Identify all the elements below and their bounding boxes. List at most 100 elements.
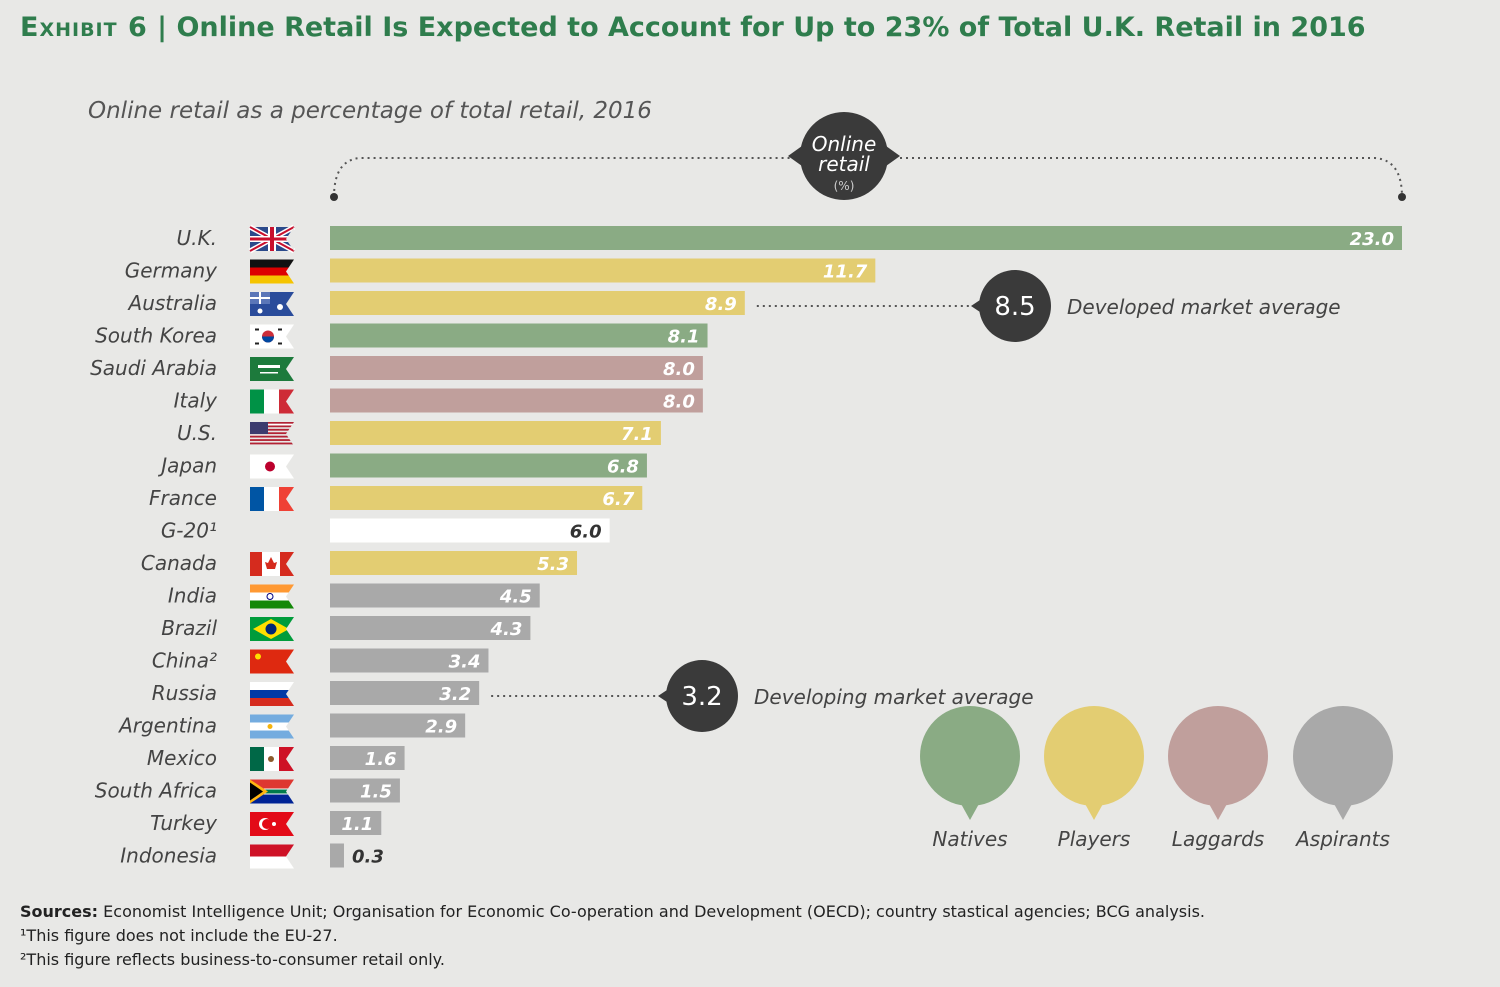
- category-label: South Korea: [95, 324, 217, 348]
- title-separator: |: [157, 12, 168, 43]
- average-label: Developed market average: [1067, 295, 1341, 319]
- legend-swatch: [1044, 706, 1144, 806]
- bar-row: Indonesia 0.3: [120, 843, 384, 869]
- category-label: India: [168, 584, 217, 608]
- category-label: U.K.: [177, 226, 217, 250]
- bar: [330, 681, 480, 705]
- bar: [330, 388, 703, 413]
- australia-flag-icon: [250, 292, 294, 316]
- legend-swatch: [1293, 706, 1393, 806]
- brazil-flag-icon: [250, 617, 294, 641]
- bar-row: U.K. 23.0: [177, 224, 1402, 254]
- category-label: Turkey: [150, 811, 218, 835]
- online-retail-badge: [800, 112, 888, 200]
- category-label: China²: [152, 649, 217, 673]
- bar-row: Italy 8.0: [174, 388, 703, 414]
- china-flag-icon: [250, 649, 294, 674]
- bar-row: G-20¹ 6.0: [161, 518, 610, 543]
- exhibit-title: Exhibit 6 | Online Retail Is Expected to…: [20, 12, 1366, 43]
- value-label: 6.0: [570, 522, 602, 543]
- india-flag-icon: [250, 584, 294, 609]
- bar-row: France 6.7: [149, 486, 643, 511]
- developing-average-callout: 3.2 Developing market average: [491, 660, 1034, 732]
- legend-label: Players: [1058, 827, 1131, 851]
- value-label: 5.3: [537, 554, 569, 575]
- bar: [330, 713, 466, 738]
- category-label: Brazil: [161, 616, 217, 640]
- bar-row: China² 3.4: [152, 648, 489, 674]
- online-retail-bracket: Online retail (%): [330, 112, 1406, 201]
- bar: [330, 356, 703, 380]
- category-label: Italy: [174, 389, 219, 413]
- category-label: Argentina: [117, 714, 217, 738]
- category-label: Russia: [152, 681, 217, 705]
- saudi-arabia-flag-icon: [250, 357, 294, 381]
- value-label: 11.7: [823, 262, 868, 283]
- germany-flag-icon: [250, 259, 294, 284]
- bar-row: Turkey 1.1: [150, 811, 382, 836]
- category-label: Germany: [125, 259, 218, 283]
- badge-line-1: Online: [812, 132, 877, 156]
- value-label: 3.2: [439, 684, 471, 705]
- russia-flag-icon: [250, 682, 294, 706]
- bar-chart: Online retail (%) U.K. 23.0 Germany 11.7 Aus…: [90, 112, 1406, 869]
- value-label: 0.3: [352, 847, 384, 868]
- bar: [330, 258, 876, 283]
- value-label: 8.1: [668, 327, 700, 348]
- value-label: 1.1: [341, 814, 373, 835]
- legend-label: Natives: [932, 827, 1007, 851]
- badge-line-2: retail: [818, 152, 870, 176]
- bar: [330, 421, 661, 445]
- value-label: 1.5: [360, 782, 392, 803]
- bar-row: Mexico 1.6: [147, 746, 405, 771]
- category-label: Australia: [127, 291, 217, 315]
- category-label: Canada: [141, 551, 217, 575]
- value-label: 1.6: [365, 749, 397, 770]
- legend: Natives Players Laggards Aspirants: [920, 706, 1393, 851]
- bar-row: Saudi Arabia 8.0: [90, 356, 703, 381]
- bar: [330, 746, 405, 770]
- category-label: South Africa: [95, 779, 217, 803]
- value-label: 4.5: [499, 587, 532, 608]
- bar: [330, 453, 647, 478]
- value-label: 8.9: [705, 294, 737, 315]
- bar-row: India 4.5: [168, 583, 540, 609]
- south-korea-flag-icon: [250, 324, 294, 349]
- value-label: 3.4: [449, 652, 481, 673]
- category-label: Saudi Arabia: [90, 356, 217, 380]
- bar-row: South Africa 1.5: [95, 778, 400, 804]
- argentina-flag-icon: [250, 714, 294, 739]
- bar-row: Brazil 4.3: [161, 616, 531, 641]
- bar: [330, 811, 382, 835]
- turkey-flag-icon: [250, 812, 294, 836]
- bar: [330, 551, 578, 575]
- bar: [330, 616, 531, 640]
- italy-flag-icon: [250, 389, 294, 414]
- legend-swatch: [1168, 706, 1268, 806]
- footnote-1: ¹This figure does not include the EU-27.: [20, 926, 338, 945]
- bar-row: U.S. 7.1: [177, 421, 661, 446]
- sources-label: Sources:: [20, 902, 99, 921]
- bar-row: Japan 6.8: [157, 453, 647, 479]
- legend-label: Aspirants: [1294, 827, 1390, 851]
- legend-swatch: [920, 706, 1020, 806]
- title-text: Online Retail Is Expected to Account for…: [176, 12, 1366, 43]
- category-label: G-20¹: [161, 519, 217, 543]
- value-label: 7.1: [621, 424, 653, 445]
- bar: [330, 648, 489, 673]
- legend-label: Laggards: [1172, 827, 1264, 851]
- france-flag-icon: [250, 487, 294, 511]
- badge-line-3: (%): [834, 179, 855, 193]
- value-label: 6.8: [607, 457, 639, 478]
- category-label: Japan: [157, 454, 217, 478]
- japan-flag-icon: [250, 454, 294, 479]
- canada-flag-icon: [250, 552, 294, 576]
- bar: [330, 583, 540, 608]
- bar-row: Argentina 2.9: [117, 713, 466, 739]
- bar: [330, 778, 400, 803]
- bar: [330, 518, 610, 543]
- bar: [330, 323, 708, 348]
- sources-block: Sources: Economist Intelligence Unit; Or…: [20, 900, 1205, 972]
- sources-line: Sources: Economist Intelligence Unit; Or…: [20, 900, 1205, 924]
- exhibit-number: Exhibit 6: [20, 12, 148, 43]
